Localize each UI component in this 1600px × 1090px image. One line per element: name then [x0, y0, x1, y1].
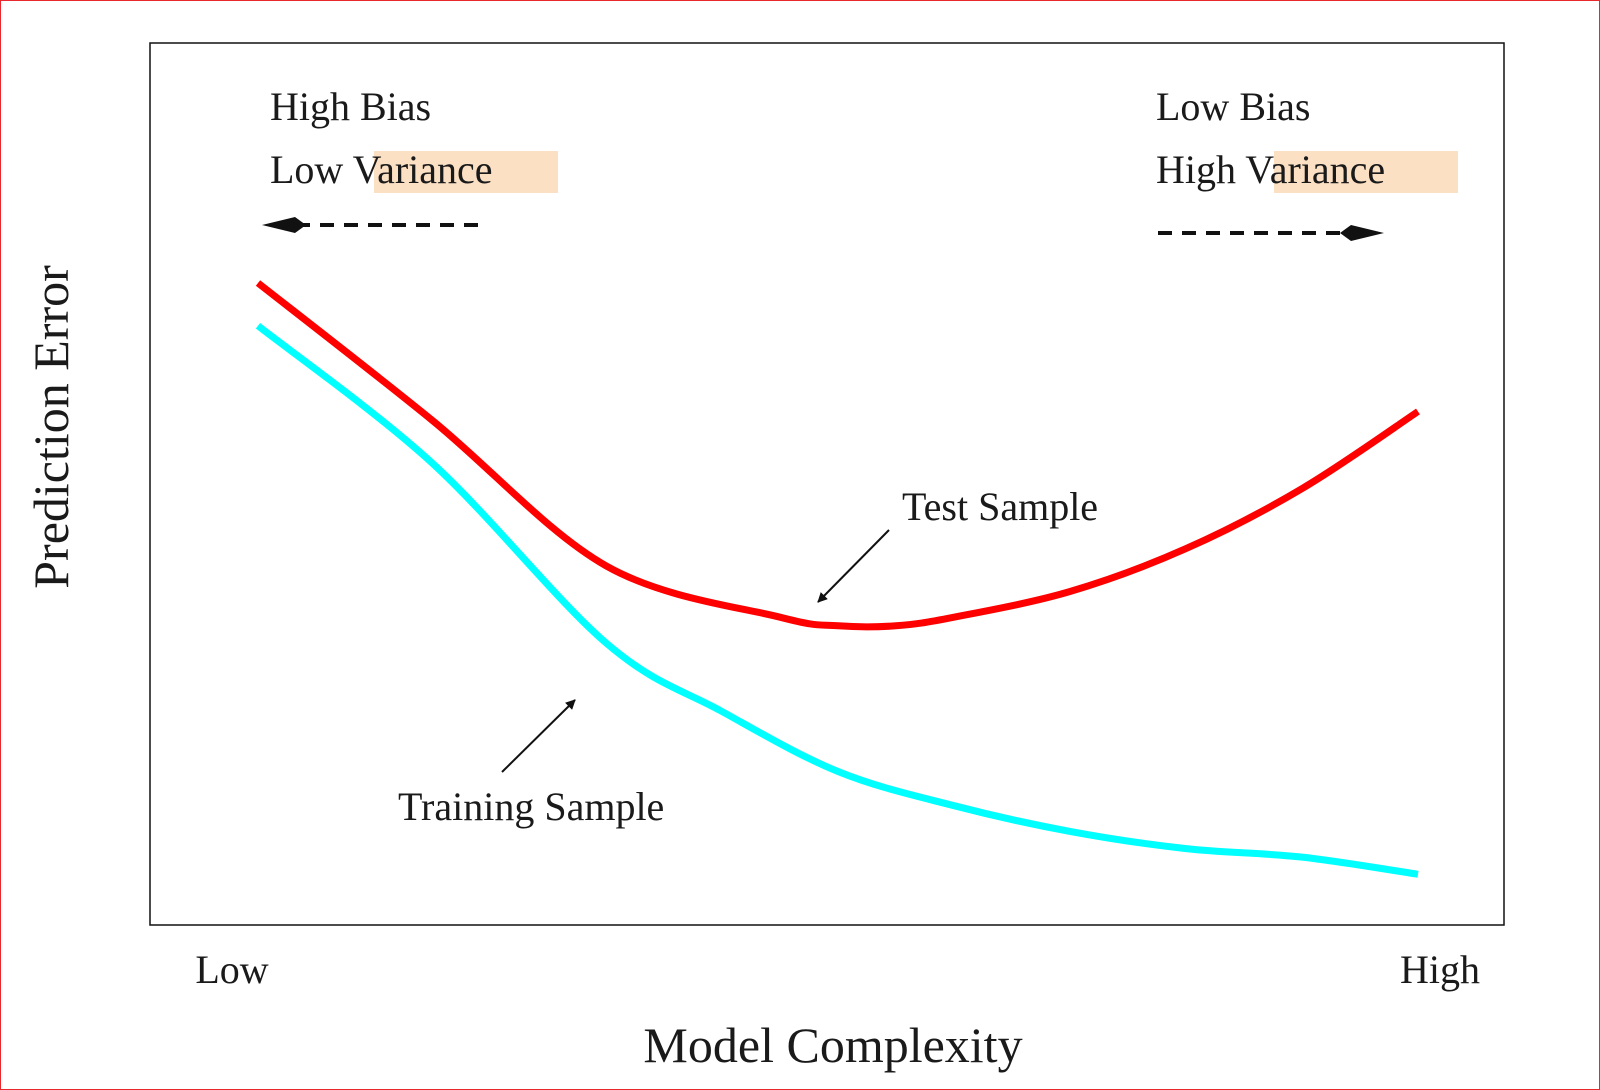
series-layer: [255, 280, 1420, 878]
right-arrow-head-icon: [1340, 225, 1384, 241]
right-region-line1: Low Bias: [1156, 84, 1310, 129]
x-axis-label: Model Complexity: [643, 1017, 1022, 1073]
training-sample-pointer-arrow: [501, 699, 576, 773]
series-line-test-sample: [255, 280, 1420, 631]
left-variance-highlight: [374, 151, 558, 193]
left-region-line2-prefix: Low: [270, 147, 353, 192]
left-region-line1: High Bias: [270, 84, 431, 129]
x-tick-label-high: High: [1400, 947, 1480, 992]
series-line-training-sample: [255, 323, 1419, 878]
left-region-variance-word: Variance: [353, 147, 493, 192]
left-region-line2: Low Variance: [270, 147, 493, 192]
right-region-line2: High Variance: [1156, 147, 1385, 192]
x-tick-label-low: Low: [195, 947, 268, 992]
test-sample-pointer-arrow: [817, 529, 890, 603]
training-sample-label: Training Sample: [398, 784, 664, 829]
right-region-line2-prefix: High: [1156, 147, 1245, 192]
plot-area: [149, 42, 1505, 926]
test-sample-label: Test Sample: [902, 484, 1098, 529]
right-region-variance-word: Variance: [1245, 147, 1385, 192]
right-variance-highlight: [1274, 151, 1458, 193]
y-axis-label: Prediction Error: [23, 265, 79, 589]
left-arrow-head-icon: [262, 217, 306, 233]
